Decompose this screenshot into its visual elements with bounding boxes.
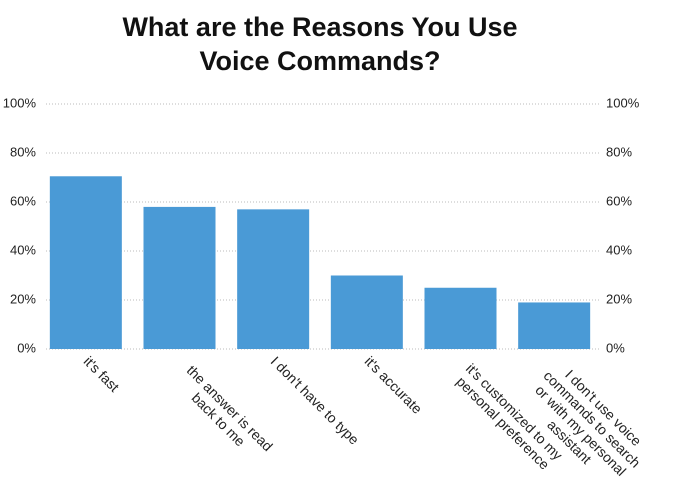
y-tick-label: 20% xyxy=(10,291,36,306)
y2-tick-label: 100% xyxy=(606,95,640,110)
y2-tick-label: 0% xyxy=(606,340,625,355)
y2-tick-label: 40% xyxy=(606,242,632,257)
bar xyxy=(518,302,591,349)
y-tick-label: 0% xyxy=(17,340,36,355)
bar xyxy=(330,275,403,349)
y2-tick-label: 60% xyxy=(606,193,632,208)
y-tick-label: 80% xyxy=(10,144,36,159)
y2-tick-label: 80% xyxy=(606,144,632,159)
y-tick-label: 40% xyxy=(10,242,36,257)
bar xyxy=(424,287,497,349)
bar xyxy=(49,176,122,349)
y2-tick-label: 20% xyxy=(606,291,632,306)
y-tick-label: 60% xyxy=(10,193,36,208)
chart-title: What are the Reasons You Use Voice Comma… xyxy=(122,12,518,76)
y-tick-label: 100% xyxy=(3,95,37,110)
bar xyxy=(237,209,310,349)
bar xyxy=(143,206,216,349)
